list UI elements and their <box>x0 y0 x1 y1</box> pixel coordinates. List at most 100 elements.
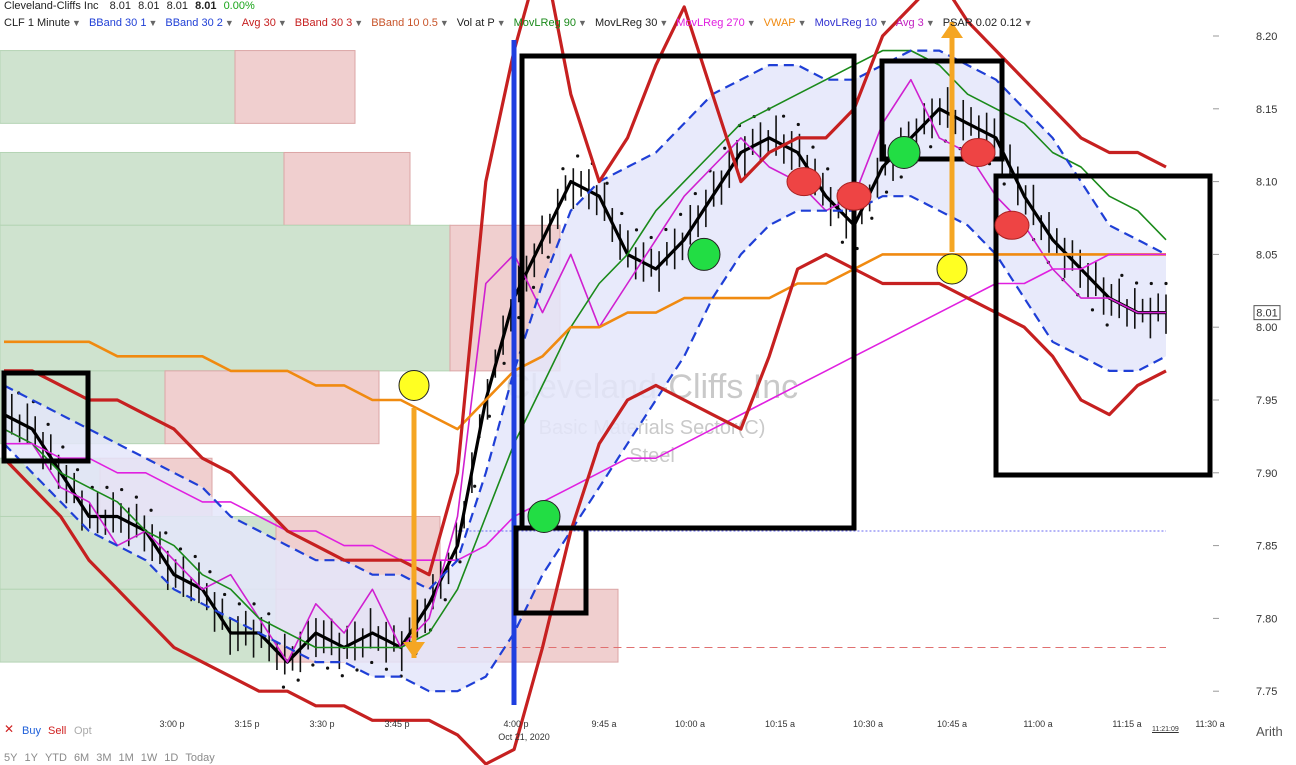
psar-dot <box>620 211 624 216</box>
options-button[interactable]: Opt <box>74 725 92 737</box>
study-legend-item[interactable]: BBand 30 3 ▼ <box>295 17 363 29</box>
buy-button[interactable]: Buy <box>22 725 41 737</box>
study-label: VWAP <box>763 17 796 29</box>
chevron-down-icon[interactable]: ▼ <box>878 18 888 28</box>
psar-dot <box>325 666 330 670</box>
psar-dot <box>546 255 550 259</box>
chevron-down-icon[interactable]: ▼ <box>148 18 158 28</box>
chevron-down-icon[interactable]: ▼ <box>439 18 449 28</box>
last-price-box <box>1253 305 1281 321</box>
range-button[interactable]: 1W <box>140 752 158 764</box>
psar-dot <box>223 592 227 597</box>
sell-signal-marker <box>836 181 872 211</box>
study-legend-item[interactable]: MovLReg 30 ▼ <box>595 17 668 29</box>
series-line-vwap <box>4 253 1166 431</box>
chevron-down-icon[interactable]: ▼ <box>224 18 234 28</box>
study-legend-item[interactable]: PSAR 0.02 0.12 ▼ <box>943 17 1033 29</box>
chevron-down-icon[interactable]: ▼ <box>578 18 587 28</box>
chevron-down-icon[interactable]: ▼ <box>746 18 756 28</box>
vap-sell-bar <box>283 151 411 226</box>
chevron-down-icon[interactable]: ▼ <box>1023 18 1033 28</box>
psar-dot <box>811 145 815 149</box>
scale-selector[interactable]: Arith <box>1256 724 1283 739</box>
study-legend-item[interactable]: CLF 1 Minute ▼ <box>4 17 81 29</box>
range-button[interactable]: 3M <box>96 752 112 764</box>
range-button[interactable]: 6M <box>73 752 90 764</box>
chevron-down-icon[interactable]: ▼ <box>797 18 807 28</box>
study-legend-item[interactable]: VWAP ▼ <box>764 17 807 29</box>
study-legend-item[interactable]: MovLReg 10 ▼ <box>815 17 888 29</box>
study-label: MovLReg 30 <box>594 17 658 29</box>
series-line-movlreg-90 <box>3 49 1167 649</box>
quote-line: Cleveland-Cliffs Inc 8.01 8.01 8.01 8.01… <box>4 0 255 12</box>
x-tick-label: 10:30 a <box>853 719 883 729</box>
highlight-box <box>993 173 1213 478</box>
y-tick-label: 7.90 <box>1256 468 1277 480</box>
study-legend-item[interactable]: BBand 30 2 ▼ <box>165 17 233 29</box>
pivot-marker <box>936 253 968 285</box>
highlight-box <box>519 53 857 531</box>
session-date-label: Oct 21, 2020 <box>498 732 550 742</box>
chevron-down-icon[interactable]: ▼ <box>496 18 506 28</box>
company-name[interactable]: Cleveland-Cliffs Inc <box>4 0 99 12</box>
buy-signal-marker <box>527 499 561 533</box>
y-tick-label: 8.05 <box>1256 249 1277 261</box>
psar-dot <box>120 487 124 492</box>
study-legend-item[interactable]: MovLReg 90 ▼ <box>514 17 587 29</box>
psar-dot <box>193 554 197 559</box>
psar-dot <box>679 212 683 217</box>
x-tick-label: 9:45 a <box>591 719 616 729</box>
psar-dot <box>208 570 212 574</box>
study-legend-item[interactable]: BBand 30 1 ▼ <box>89 17 157 29</box>
study-legend-item[interactable]: Vol at P ▼ <box>457 17 506 29</box>
study-legend-item[interactable]: Avg 3 ▼ <box>896 17 935 29</box>
psar-dot <box>899 175 903 179</box>
psar-dot <box>134 495 138 499</box>
vap-sell-bar <box>164 370 380 445</box>
x-tick-label: 11:30 a <box>1195 719 1224 729</box>
psar-dot <box>252 602 256 606</box>
bollinger-band-fill <box>4 50 1166 692</box>
study-label: CLF 1 Minute <box>4 17 71 29</box>
psar-dot <box>443 598 447 602</box>
x-tick-label: 11:15 a <box>1112 719 1141 729</box>
psar-dot <box>281 685 286 689</box>
study-label: MovLReg 10 <box>814 17 877 29</box>
sell-button[interactable]: Sell <box>48 725 67 737</box>
study-legend-item[interactable]: BBand 10 0.5 ▼ <box>371 17 449 29</box>
range-button[interactable]: 1M <box>118 752 134 764</box>
vap-buy-bar <box>0 151 285 226</box>
chevron-down-icon[interactable]: ▼ <box>925 18 935 28</box>
psar-dot <box>458 560 462 564</box>
x-tick-label: 10:45 a <box>937 719 967 729</box>
range-button[interactable]: 5Y <box>4 752 18 764</box>
close-icon[interactable]: ✕ <box>4 722 15 736</box>
study-legend-item[interactable]: Avg 30 ▼ <box>242 17 287 29</box>
chevron-down-icon[interactable]: ▼ <box>277 18 287 28</box>
clock-timestamp: 11:21:09 <box>1152 726 1179 733</box>
psar-dot <box>311 663 315 667</box>
study-legend-item[interactable]: MovLReg 270 ▼ <box>676 17 755 29</box>
psar-dot <box>340 674 344 678</box>
chevron-down-icon[interactable]: ▼ <box>354 18 364 28</box>
range-button[interactable]: 1D <box>164 752 179 764</box>
y-tick-label: 8.10 <box>1256 177 1277 189</box>
psar-dot <box>531 285 536 289</box>
range-button[interactable]: YTD <box>44 752 67 764</box>
psar-dot <box>296 678 300 682</box>
psar-dot <box>870 216 874 220</box>
chevron-down-icon[interactable]: ▼ <box>659 18 669 28</box>
chevron-down-icon[interactable]: ▼ <box>72 18 81 28</box>
range-button[interactable]: 1Y <box>24 752 38 764</box>
psar-dot <box>929 145 933 149</box>
y-tick-label: 7.80 <box>1256 613 1277 625</box>
psar-dot <box>267 612 271 616</box>
range-button[interactable]: Today <box>185 752 215 764</box>
vap-buy-bar <box>0 50 236 124</box>
quote-change: 0.00% <box>223 0 255 12</box>
psar-dot <box>649 235 653 240</box>
series-line-movlreg-30 <box>3 107 1166 664</box>
psar-dot <box>634 228 639 232</box>
x-tick-label: 3:30 p <box>309 719 334 729</box>
